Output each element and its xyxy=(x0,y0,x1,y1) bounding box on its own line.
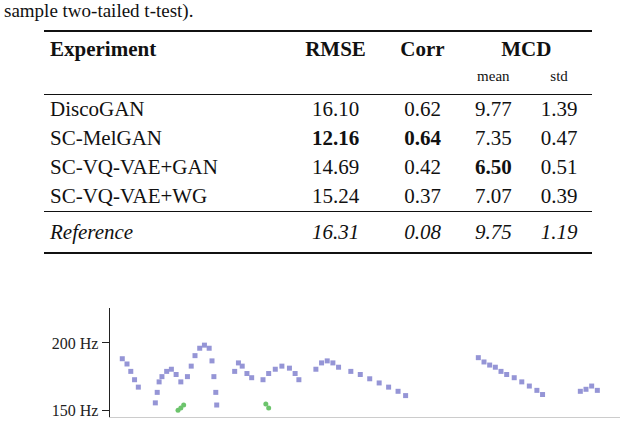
html-text:Corr: Corr xyxy=(400,36,445,61)
html-text:0.51: 0.51 xyxy=(540,155,578,179)
html-text:0.08: 0.08 xyxy=(404,219,441,244)
html-text:Experiment: Experiment xyxy=(50,36,157,61)
html-text:std: std xyxy=(550,67,568,84)
html-text:0.64: 0.64 xyxy=(404,126,441,150)
html-text:9.75: 9.75 xyxy=(475,219,512,244)
html-text:14.69: 14.69 xyxy=(311,155,360,179)
html-text:0.42: 0.42 xyxy=(404,155,441,179)
html-text:1.19: 1.19 xyxy=(540,219,578,244)
html-text:sample two-tailed t-test).: sample two-tailed t-test). xyxy=(4,0,194,21)
html-text:mean: mean xyxy=(477,67,510,84)
html-text:0.37: 0.37 xyxy=(404,184,441,208)
svg-text:150 Hz: 150 Hz xyxy=(52,402,99,419)
html-text:0.39: 0.39 xyxy=(540,184,578,208)
html-text:16.31: 16.31 xyxy=(311,219,360,244)
html-text:12.16: 12.16 xyxy=(311,126,360,150)
html-text:SC-VQ-VAE+GAN: SC-VQ-VAE+GAN xyxy=(50,155,218,179)
html-text:MCD: MCD xyxy=(501,36,552,61)
html-text:7.07: 7.07 xyxy=(475,184,512,208)
html-text:15.24: 15.24 xyxy=(311,184,360,208)
html-text:1.39: 1.39 xyxy=(540,97,578,121)
html-text:DiscoGAN: DiscoGAN xyxy=(50,97,145,121)
html-text:Reference: Reference xyxy=(50,219,134,244)
html-text:RMSE: RMSE xyxy=(305,36,366,61)
html-text:16.10: 16.10 xyxy=(311,97,360,121)
html-text:SC-VQ-VAE+WG: SC-VQ-VAE+WG xyxy=(50,184,208,208)
html-text:0.47: 0.47 xyxy=(540,126,578,150)
html-text:6.50: 6.50 xyxy=(475,155,512,179)
html-text:0.62: 0.62 xyxy=(404,97,441,121)
html-text:7.35: 7.35 xyxy=(475,126,512,150)
html-text:9.77: 9.77 xyxy=(475,97,512,121)
svg-text:200 Hz: 200 Hz xyxy=(52,335,99,352)
html-text:SC-MelGAN: SC-MelGAN xyxy=(50,126,162,150)
